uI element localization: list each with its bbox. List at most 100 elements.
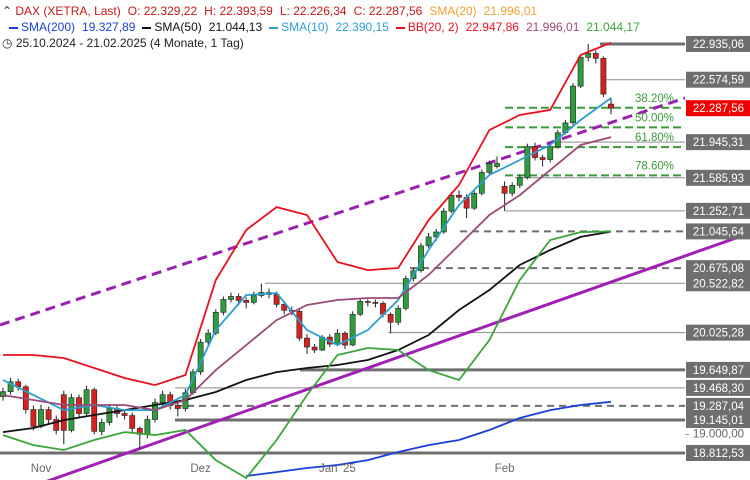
indicator-line [2,230,612,480]
candle-body [425,236,432,247]
x-tick-label: Jan '25 [319,463,356,475]
level-label-box [686,260,750,277]
ohlc-text: L: 22.226,34 [279,4,347,18]
candle-body [304,337,310,348]
fib-label: 78.60% [635,160,674,172]
candle-body [60,394,67,431]
candle-body [296,311,303,339]
candle-body [0,391,6,397]
legend-value: 21.996,01 [525,20,580,34]
legend-swatch [269,26,279,29]
legend-value: 21.996,01 [483,4,538,18]
candle-body [159,394,166,403]
legend-name: SMA(20) [429,4,477,18]
legend-swatch [395,26,405,29]
candles [0,43,614,450]
candle-body [152,402,158,420]
legend-value: 21.044,13 [208,20,263,34]
candle-body [83,389,90,414]
trend-line-solid [46,231,750,480]
ohlc-text: O: 22.329,22 [127,4,198,18]
legend-swatch [142,26,152,29]
candle-body [243,300,250,303]
x-tick-label: Nov [31,463,52,475]
legend-value: 19.327,89 [82,20,136,34]
candle-body [524,146,531,178]
level-label: 22.935,06 [693,39,744,51]
candle-body [342,332,348,346]
candle-body [250,295,257,303]
level-label: 21.045,64 [693,226,745,238]
legend: ⌃ DAX (XETRA, Last) O: 22.329,22 H: 22.393… [2,3,640,51]
candle-body [471,192,478,209]
candle-body [509,185,516,194]
candle-body [38,409,44,427]
candle-body [121,413,128,416]
indicator-line [3,41,612,387]
legend-title: DAX (XETRA, Last) [15,4,121,18]
level-label: 18.812,53 [693,448,744,460]
trend-lines [0,96,750,480]
trend-line-dashed [0,96,686,327]
candle-body [357,301,364,315]
ohlc-text: H: 22.393,59 [204,4,273,18]
level-label-box [686,397,750,414]
candle-body [440,210,447,233]
candle-body [235,296,242,301]
candle-body [311,346,318,351]
legend-value: 22.390,15 [335,20,389,34]
level-label-box [686,202,750,219]
candle-body [448,194,455,212]
candle-body [53,419,60,431]
level-label: 21.945,31 [693,137,744,149]
fib-label: 61.80% [635,132,674,144]
level-label: 19.145,01 [693,415,744,427]
candle-body [30,409,37,427]
candle-body [608,103,614,109]
candle-body [205,332,212,343]
indicator-line [2,97,612,412]
level-label: 19.468,30 [693,383,744,395]
candle-body [144,419,151,435]
level-label: 20.522,82 [693,278,744,290]
icon: ◷ [2,36,16,50]
legend-value: 21.044,17 [586,20,640,34]
level-label-box [686,134,750,151]
indicator-line [246,400,612,477]
legend-name: SMA(10) [281,20,329,34]
level-label: 20.675,08 [693,263,744,275]
level-label: 19.287,04 [693,401,745,413]
level-label: 21.585,93 [693,173,744,185]
candle-body [68,397,75,431]
fib-label: 50.00% [635,112,674,124]
candle-body [577,57,584,87]
candle-body [494,163,500,167]
legend-value: 22.947,86 [465,20,519,34]
candle-body [592,53,599,59]
level-label-box [686,275,750,292]
ohlc-text: C: 22.287,56 [353,4,423,18]
candle-body [372,302,379,304]
candle-body [501,186,508,194]
level-label-box [686,444,750,461]
candle-body [129,415,136,429]
y-tick-label: 19.000,00 [693,428,744,440]
indicator-line [2,136,612,412]
level-label-box [686,35,750,52]
candle-body [585,53,592,58]
period: 25.10.2024 - 21.02.2025 (4 Monate, 1 Tag… [15,36,244,50]
legend-row: SMA(200) 19.327,89 SMA(50) 21.044,13 SMA(10)… [2,19,640,35]
level-label-box [686,324,750,341]
candle-body [395,308,402,323]
axis: 22.935,06 22.574,59 21.945,31 21.585,93 21.2… [31,35,750,475]
candle-body [570,85,576,124]
level-label: 21.252,71 [693,206,744,218]
level-label-box [686,71,750,88]
candle-body [547,146,554,160]
candle-body [334,332,341,345]
candle-body [106,408,113,423]
indicators [2,41,612,480]
candle-body [516,177,523,186]
candle-body [91,389,98,432]
